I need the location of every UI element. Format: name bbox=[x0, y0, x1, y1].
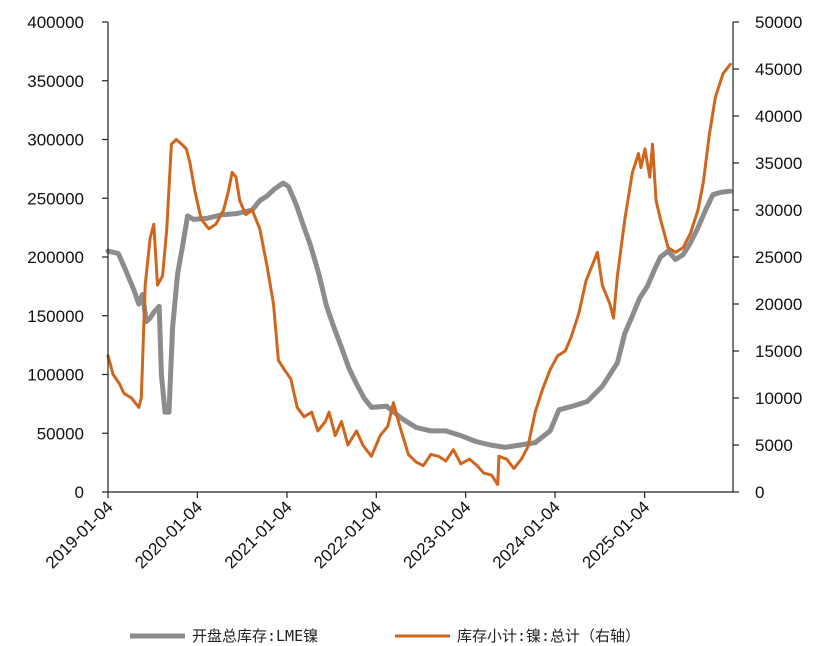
x-tick-label: 2021-01-04 bbox=[221, 497, 296, 572]
left-tick-label: 350000 bbox=[27, 72, 84, 91]
x-tick-label: 2019-01-04 bbox=[42, 497, 117, 572]
left-tick-label: 400000 bbox=[27, 13, 84, 32]
left-tick-label: 200000 bbox=[27, 248, 84, 267]
legend-label-1: 开盘总库存:LME镍 bbox=[192, 627, 318, 645]
x-axis: 2019-01-04 2020-01-04 2021-01-04 2022-01-04… bbox=[42, 491, 733, 572]
left-tick-label: 300000 bbox=[27, 131, 84, 150]
right-tick-label: 20000 bbox=[755, 295, 802, 314]
right-tick-label: 25000 bbox=[755, 248, 802, 267]
right-tick-label: 45000 bbox=[755, 60, 802, 79]
series-line-1 bbox=[105, 180, 733, 450]
series-line-2 bbox=[106, 62, 732, 486]
x-tick-label: 2022-01-04 bbox=[310, 497, 385, 572]
x-tick-label: 2020-01-04 bbox=[131, 497, 206, 572]
right-tick-label: 5000 bbox=[755, 436, 793, 455]
x-tick-label: 2023-01-04 bbox=[400, 497, 475, 572]
right-tick-label: 40000 bbox=[755, 107, 802, 126]
left-tick-label: 0 bbox=[75, 483, 84, 502]
right-tick-label: 10000 bbox=[755, 389, 802, 408]
right-tick-label: 50000 bbox=[755, 13, 802, 32]
right-y-axis: 0 5000 10000 15000 20000 25000 30000 35000 40000… bbox=[732, 13, 802, 502]
legend: 开盘总库存:LME镍 库存小计:镍:总计（右轴） bbox=[130, 627, 640, 645]
left-tick-label: 50000 bbox=[37, 424, 84, 443]
legend-label-2: 库存小计:镍:总计（右轴） bbox=[457, 627, 640, 645]
x-tick-label: 2024-01-04 bbox=[489, 497, 564, 572]
plot-area bbox=[105, 62, 733, 486]
right-tick-label: 0 bbox=[755, 483, 764, 502]
left-tick-label: 250000 bbox=[27, 189, 84, 208]
left-tick-label: 100000 bbox=[27, 366, 84, 385]
left-y-axis: 0 50000 100000 150000 200000 250000 300000 3500… bbox=[27, 13, 109, 502]
right-tick-label: 30000 bbox=[755, 201, 802, 220]
right-tick-label: 35000 bbox=[755, 154, 802, 173]
right-tick-label: 15000 bbox=[755, 342, 802, 361]
x-tick-label: 2025-01-04 bbox=[579, 497, 654, 572]
left-tick-label: 150000 bbox=[27, 307, 84, 326]
